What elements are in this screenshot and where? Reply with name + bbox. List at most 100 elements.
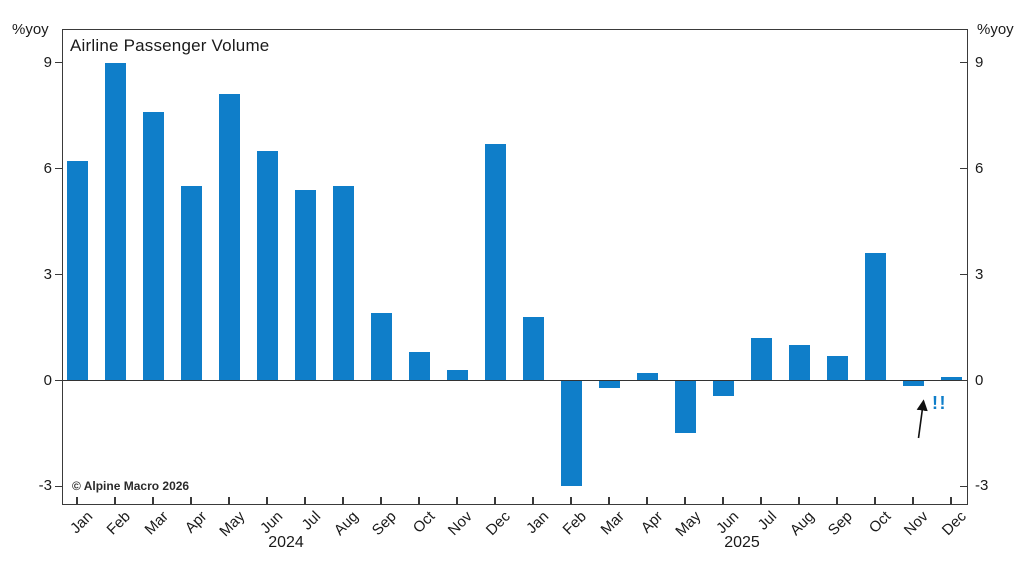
x-tick-label: Apr bbox=[181, 508, 211, 537]
x-tick bbox=[608, 497, 610, 504]
x-tick bbox=[646, 497, 648, 504]
chart-title: Airline Passenger Volume bbox=[70, 36, 270, 55]
x-tick bbox=[380, 497, 382, 504]
zero-baseline bbox=[63, 379, 967, 381]
y-tick-label-left: 0 bbox=[43, 371, 52, 389]
y-tick-left bbox=[55, 61, 62, 64]
bar-Mar-2024 bbox=[142, 111, 164, 381]
x-tick-label: Feb bbox=[103, 508, 135, 539]
bar-Sep-2025 bbox=[826, 355, 848, 381]
y-axis-unit-right: %yoy bbox=[977, 21, 1014, 38]
bar-Feb-2025 bbox=[560, 380, 582, 487]
y-tick-label-right: -3 bbox=[975, 477, 989, 495]
year-label-2025: 2025 bbox=[724, 534, 760, 551]
copyright-label: © Alpine Macro 2026 bbox=[72, 479, 190, 493]
x-tick bbox=[152, 497, 154, 504]
x-tick-label: Jun bbox=[256, 508, 287, 538]
x-tick bbox=[266, 497, 268, 504]
x-tick bbox=[684, 497, 686, 504]
x-tick-label: Oct bbox=[865, 508, 895, 537]
x-tick-label: Sep bbox=[369, 508, 401, 539]
x-tick-label: Nov bbox=[901, 508, 933, 539]
y-tick-label-right: 0 bbox=[975, 371, 984, 389]
x-tick-label: Dec bbox=[939, 508, 971, 539]
y-tick-left bbox=[55, 485, 62, 488]
x-tick-label: Mar bbox=[141, 508, 173, 539]
y-tick-right bbox=[960, 61, 967, 64]
bar-Jun-2025 bbox=[712, 380, 734, 397]
bar-Dec-2024 bbox=[484, 143, 506, 381]
y-tick-right bbox=[960, 167, 967, 170]
y-tick-label-left: -3 bbox=[38, 477, 52, 495]
x-tick bbox=[570, 497, 572, 504]
bar-Nov-2024 bbox=[446, 369, 468, 381]
bar-Sep-2024 bbox=[370, 313, 392, 381]
x-tick bbox=[798, 497, 800, 504]
y-tick-label-right: 3 bbox=[975, 265, 984, 283]
x-tick bbox=[418, 497, 420, 504]
y-axis-unit-left: %yoy bbox=[12, 21, 49, 38]
y-tick-label-right: 6 bbox=[975, 159, 984, 177]
x-tick-label: Sep bbox=[825, 508, 857, 539]
bar-Nov-2025 bbox=[902, 380, 924, 386]
x-tick-label: Oct bbox=[409, 508, 439, 537]
x-tick-label: Jul bbox=[298, 508, 325, 534]
bar-Apr-2025 bbox=[636, 373, 658, 381]
x-tick bbox=[950, 497, 952, 504]
bar-May-2025 bbox=[674, 380, 696, 434]
y-tick-label-left: 6 bbox=[43, 159, 52, 177]
x-tick-label: Mar bbox=[597, 508, 629, 539]
bar-Jan-2024 bbox=[66, 161, 88, 381]
y-tick-label-left: 9 bbox=[43, 53, 52, 71]
bar-Jan-2025 bbox=[522, 316, 544, 381]
bar-Apr-2024 bbox=[180, 186, 202, 381]
x-tick bbox=[874, 497, 876, 504]
y-tick-left bbox=[55, 167, 62, 170]
y-tick-label-left: 3 bbox=[43, 265, 52, 283]
x-tick-label: Nov bbox=[445, 508, 477, 539]
x-tick bbox=[722, 497, 724, 504]
bar-Feb-2024 bbox=[104, 62, 126, 381]
y-tick-left bbox=[55, 379, 62, 382]
x-tick-label: Dec bbox=[483, 508, 515, 539]
x-tick-label: Jul bbox=[754, 508, 781, 534]
plot-frame bbox=[62, 29, 968, 505]
y-tick-right bbox=[960, 379, 967, 382]
x-tick bbox=[836, 497, 838, 504]
x-tick bbox=[760, 497, 762, 504]
bar-Jul-2024 bbox=[294, 189, 316, 381]
x-tick bbox=[76, 497, 78, 504]
x-tick bbox=[494, 497, 496, 504]
x-tick-label: Jan bbox=[522, 508, 553, 538]
year-label-2024: 2024 bbox=[268, 534, 304, 551]
x-tick bbox=[114, 497, 116, 504]
x-tick bbox=[912, 497, 914, 504]
x-tick-label: Aug bbox=[331, 508, 363, 539]
bar-Oct-2025 bbox=[864, 253, 886, 381]
x-tick-label: Aug bbox=[787, 508, 819, 539]
y-tick-right bbox=[960, 485, 967, 488]
bar-Oct-2024 bbox=[408, 352, 430, 381]
y-tick-right bbox=[960, 273, 967, 276]
x-tick bbox=[456, 497, 458, 504]
x-tick-label: Jan bbox=[66, 508, 97, 538]
x-tick bbox=[190, 497, 192, 504]
bar-Dec-2025 bbox=[940, 376, 962, 381]
x-tick-label: May bbox=[671, 508, 705, 541]
x-tick-label: Apr bbox=[637, 508, 667, 537]
y-tick-label-right: 9 bbox=[975, 53, 984, 71]
x-tick bbox=[532, 497, 534, 504]
bar-May-2024 bbox=[218, 94, 240, 381]
x-tick-label: Feb bbox=[559, 508, 591, 539]
bar-Jun-2024 bbox=[256, 150, 278, 381]
x-tick-label: Jun bbox=[712, 508, 743, 538]
annotation-exclamation: !! bbox=[932, 393, 947, 413]
x-tick bbox=[304, 497, 306, 504]
bar-Jul-2025 bbox=[750, 338, 772, 381]
x-tick bbox=[342, 497, 344, 504]
bar-Aug-2024 bbox=[332, 186, 354, 381]
bar-Mar-2025 bbox=[598, 380, 620, 388]
bar-Aug-2025 bbox=[788, 345, 810, 381]
y-tick-left bbox=[55, 273, 62, 276]
